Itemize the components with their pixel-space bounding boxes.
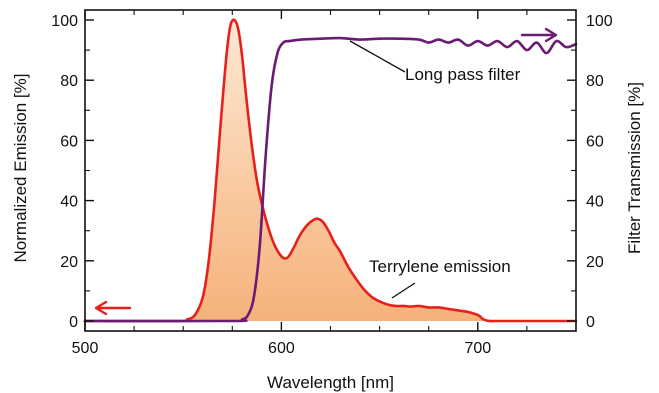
x-axis-title: Wavelength [nm] xyxy=(267,373,394,392)
annotation-layer: Long pass filter Terrylene emission xyxy=(94,27,558,316)
x-tick-label-600: 600 xyxy=(268,340,295,357)
y-left-tick-label-80: 80 xyxy=(60,73,78,90)
y-left-tick-label-20: 20 xyxy=(60,254,78,271)
y-right-tick-label-0: 0 xyxy=(586,314,595,331)
y-left-tick-label-100: 100 xyxy=(51,13,78,30)
long-pass-filter-label: Long pass filter xyxy=(405,65,521,84)
series-line-terrylene-emission xyxy=(83,18,578,323)
y-right-tick-label-60: 60 xyxy=(586,133,604,150)
y-left-tick-label-40: 40 xyxy=(60,194,78,211)
left-axis-arrow xyxy=(94,300,132,316)
terrylene-emission-label: Terrylene emission xyxy=(369,257,511,276)
y-right-tick-label-40: 40 xyxy=(586,194,604,211)
long-pass-leader-line xyxy=(349,40,406,73)
series-layer xyxy=(83,18,578,323)
series-line-long-pass-filter xyxy=(83,36,578,323)
right-axis-arrow xyxy=(520,27,558,43)
emission-fill xyxy=(85,19,576,322)
axis-layer xyxy=(84,9,577,332)
label-layer: 500 600 700 0 20 40 60 80 100 0 20 40 60 80 100 Wavelen… xyxy=(11,13,644,392)
y-left-tick-label-0: 0 xyxy=(69,314,78,331)
y-left-axis-title: Normalized Emission [%] xyxy=(11,74,30,263)
y-right-tick-label-100: 100 xyxy=(586,13,613,30)
y-right-tick-label-80: 80 xyxy=(586,73,604,90)
x-tick-label-700: 700 xyxy=(464,340,491,357)
y-right-axis-title: Filter Transmission [%] xyxy=(625,82,644,254)
emission-fill-area xyxy=(85,19,576,322)
y-right-tick-label-20: 20 xyxy=(586,254,604,271)
x-tick-label-500: 500 xyxy=(72,340,99,357)
terrylene-leader-line xyxy=(391,282,416,299)
y-left-tick-label-60: 60 xyxy=(60,133,78,150)
